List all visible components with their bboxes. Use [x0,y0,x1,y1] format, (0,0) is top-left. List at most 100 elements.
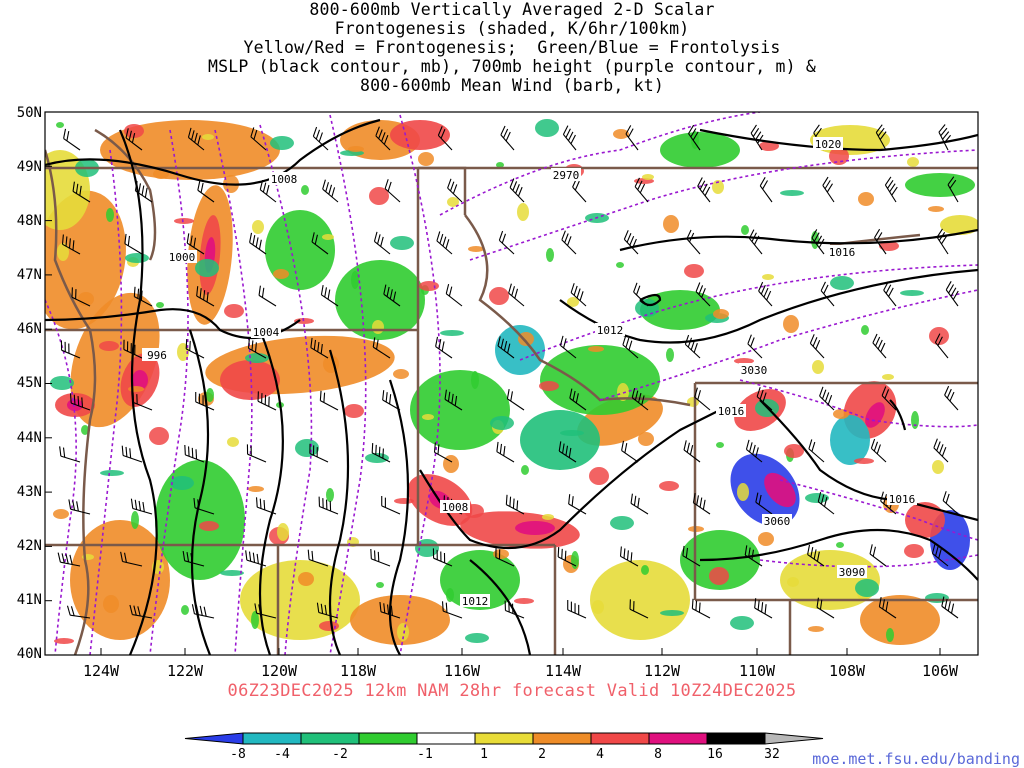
wind-barb [570,283,587,307]
shade-speckle [468,246,484,252]
wind-barb [124,233,143,255]
wind-barb [625,125,639,151]
shade-speckle [780,190,804,196]
wind-barb [447,178,463,203]
title-line-2: Frontogenesis (shaded, K/6hr/100km) [334,19,690,38]
shade-blob [220,360,280,400]
wind-barb [884,176,898,203]
svg-text:1008: 1008 [442,501,469,514]
shade-speckle [542,514,554,520]
svg-text:1000: 1000 [169,251,196,264]
wind-barb [870,438,887,463]
wind-barb [505,494,525,515]
wind-barb [258,285,277,307]
wind-barb [945,281,959,307]
wind-barb [310,337,329,359]
height-contour-line [759,554,978,568]
colorbar-segment [416,732,476,745]
shade-speckle [277,523,289,541]
shade-speckle [170,476,194,490]
wind-barb [934,333,949,359]
shade-speckle [517,203,529,221]
colorbar-label: -4 [274,747,290,762]
shade-speckle [496,162,504,168]
mslp-contour-line [328,349,350,655]
colorbar-label: 8 [654,747,662,762]
shade-speckle [900,290,924,296]
wind-barb [257,391,277,411]
mslp-contour-line [619,228,978,252]
shade-speckle [156,302,164,308]
wind-barb [558,441,577,463]
wind-barb [942,491,959,515]
contour-labels: 1020 1016 1012 1008 1004 1000 996 1016 1012 1008 1… [142,137,917,608]
colorbar [184,732,824,745]
shade-speckle [737,483,749,501]
wind-barb [622,335,639,359]
wind-barb [316,602,339,619]
credit-link[interactable]: moe.met.fsu.edu/banding [812,750,1020,768]
wind-barb [249,232,267,255]
shade-speckle [854,458,874,464]
height-contour-line [89,149,123,655]
wind-barb [500,125,515,151]
shade-speckle [53,509,69,519]
shade-speckle [397,623,409,641]
shade-speckle [348,146,364,152]
wind-barb [933,438,949,463]
wind-barb [631,387,649,411]
shade-blob [265,210,335,290]
shade-speckle [376,582,384,588]
wind-barb [132,392,153,411]
shade-speckle [100,470,124,476]
shade-speckle [298,572,314,586]
wind-barb [869,544,887,567]
shade-speckle [50,376,74,390]
wind-barb [506,389,525,411]
shade-speckle [149,427,169,445]
wind-barb [437,126,453,151]
lat-label: 44N [16,430,42,446]
shade-speckle [858,192,874,206]
wind-barb [872,333,887,359]
wind-barb [259,179,277,203]
shade-speckle [514,598,534,604]
lat-label: 50N [16,105,42,121]
wind-barb [372,337,391,359]
shade-blob [240,560,360,640]
shade-speckle [713,309,729,319]
wind-barb [883,281,897,307]
wind-barb [68,499,91,515]
wind-barb [755,492,773,515]
shade-blob [410,370,510,450]
shade-blob [155,460,245,580]
mslp-label: 1012 [460,594,490,608]
wind-barb [195,392,215,411]
shade-speckle [535,119,559,137]
shade-speckle [546,248,554,262]
colorbar-segment [242,732,302,745]
wind-barb [557,547,577,567]
mslp-contour-line [388,379,410,655]
wind-barb [931,543,949,567]
shade-speckle [245,353,269,363]
wind-barb [61,234,81,255]
lat-label: 49N [16,159,42,175]
wind-barb [120,551,143,567]
shade-speckle [660,610,684,616]
wind-barb [445,283,463,307]
wind-barb [319,390,339,411]
lon-label: 124W [82,662,120,680]
wind-barb [822,176,835,203]
wind-barb [621,440,639,463]
lat-label: 48N [16,213,42,229]
shade-speckle [295,439,319,457]
shade-speckle [128,386,144,392]
mslp-label: 996 [142,348,172,362]
shade-speckle [419,281,439,291]
wind-barb [185,339,205,359]
shade-speckle [783,315,799,333]
wind-barb [371,443,391,463]
wind-barb [941,596,959,619]
lon-label: 112W [643,662,681,680]
